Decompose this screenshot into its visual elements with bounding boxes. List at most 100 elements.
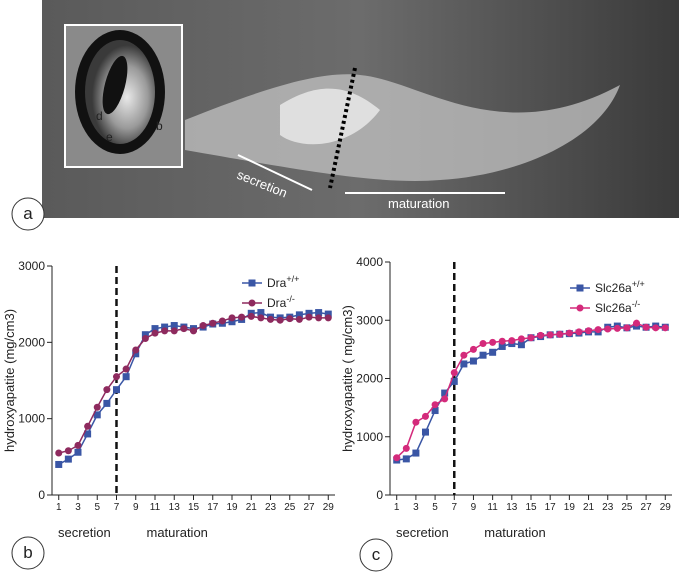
x-tick-label: 27 — [641, 502, 653, 513]
marker — [112, 386, 120, 394]
x-tick-label: 19 — [564, 502, 576, 513]
marker — [132, 350, 140, 358]
inset-label: b — [156, 119, 163, 133]
marker — [199, 322, 207, 330]
marker — [469, 345, 477, 353]
marker — [537, 331, 545, 339]
y-axis-label: hydroxyapatite ( mg/cm3) — [340, 305, 355, 452]
marker — [421, 412, 429, 420]
legend-name: Dra — [267, 296, 287, 310]
legend-name: Slc26a — [595, 301, 632, 315]
marker — [305, 313, 313, 321]
marker — [84, 430, 92, 438]
x-tick-label: 7 — [451, 502, 457, 513]
marker — [151, 329, 159, 337]
annotation: maturation — [388, 196, 449, 211]
x-tick-label: 17 — [207, 502, 219, 513]
incisor-highlight — [280, 88, 380, 145]
panel-label-circle — [359, 538, 393, 572]
marker — [412, 418, 420, 426]
marker — [276, 316, 284, 324]
x-tick-label: 1 — [56, 502, 62, 513]
marker — [527, 334, 535, 342]
marker — [489, 348, 497, 356]
x-tick-label: 5 — [94, 502, 100, 513]
marker — [431, 401, 439, 409]
marker — [623, 324, 631, 332]
marker — [402, 455, 410, 463]
legend-name: Dra — [267, 276, 287, 290]
x-tick-label: 11 — [150, 502, 161, 513]
marker — [498, 342, 506, 350]
marker — [141, 335, 149, 343]
marker — [402, 444, 410, 452]
marker — [228, 318, 236, 326]
x-tick-label: 13 — [169, 502, 181, 513]
marker — [112, 373, 120, 381]
marker — [450, 377, 458, 385]
marker — [393, 454, 401, 462]
legend-label: Slc26a-/- — [595, 299, 640, 315]
marker — [93, 411, 101, 419]
marker — [585, 327, 593, 335]
marker — [170, 322, 178, 330]
marker — [247, 312, 255, 320]
boundary-line — [328, 67, 357, 189]
x-tick-label: 15 — [188, 502, 200, 513]
marker — [613, 324, 621, 332]
annotation: secretion — [58, 525, 111, 540]
inset-pulp — [102, 55, 128, 115]
y-tick-label: 1000 — [18, 412, 45, 426]
x-tick-label: 25 — [621, 502, 633, 513]
panel-label: b — [23, 543, 32, 562]
x-tick-label: 13 — [506, 502, 518, 513]
panel-label: c — [372, 545, 381, 564]
marker — [324, 310, 332, 318]
marker — [517, 341, 525, 349]
marker — [295, 311, 303, 319]
legend-superscript: +/+ — [632, 279, 645, 289]
marker — [122, 365, 130, 373]
x-tick-label: 17 — [545, 502, 557, 513]
marker — [652, 324, 660, 332]
marker — [546, 331, 554, 339]
marker — [489, 338, 497, 346]
marker — [132, 346, 140, 354]
x-tick-label: 5 — [432, 502, 438, 513]
marker — [315, 309, 323, 317]
y-tick-label: 2000 — [18, 335, 45, 349]
annotation: maturation — [484, 525, 545, 540]
marker — [209, 319, 217, 327]
series-line — [58, 315, 329, 454]
marker — [633, 319, 641, 327]
x-tick-label: 9 — [471, 502, 477, 513]
marker — [74, 448, 82, 456]
inset-label: d — [96, 109, 103, 123]
marker — [421, 428, 429, 436]
legend-marker — [248, 299, 256, 307]
marker — [305, 309, 313, 317]
secretion-line — [237, 154, 313, 191]
legend-label: Dra-/- — [267, 294, 295, 310]
marker — [103, 386, 111, 394]
x-tick-label: 19 — [226, 502, 238, 513]
marker — [460, 351, 468, 359]
marker — [324, 314, 332, 322]
marker — [267, 315, 275, 323]
marker — [565, 329, 573, 337]
marker — [55, 449, 63, 457]
legend-marker — [576, 304, 584, 312]
annotation: secretion — [396, 525, 449, 540]
y-tick-label: 2000 — [356, 372, 383, 386]
marker — [469, 357, 477, 365]
legend-superscript: -/- — [286, 294, 295, 304]
legend-label: Slc26a+/+ — [595, 279, 645, 295]
x-tick-label: 23 — [265, 502, 277, 513]
marker — [517, 335, 525, 343]
annotation: maturation — [146, 525, 207, 540]
panel-a: secretion maturation d e b a — [11, 0, 679, 231]
marker — [180, 325, 188, 333]
marker — [604, 325, 612, 333]
legend-superscript: -/- — [632, 299, 641, 309]
marker — [479, 340, 487, 348]
